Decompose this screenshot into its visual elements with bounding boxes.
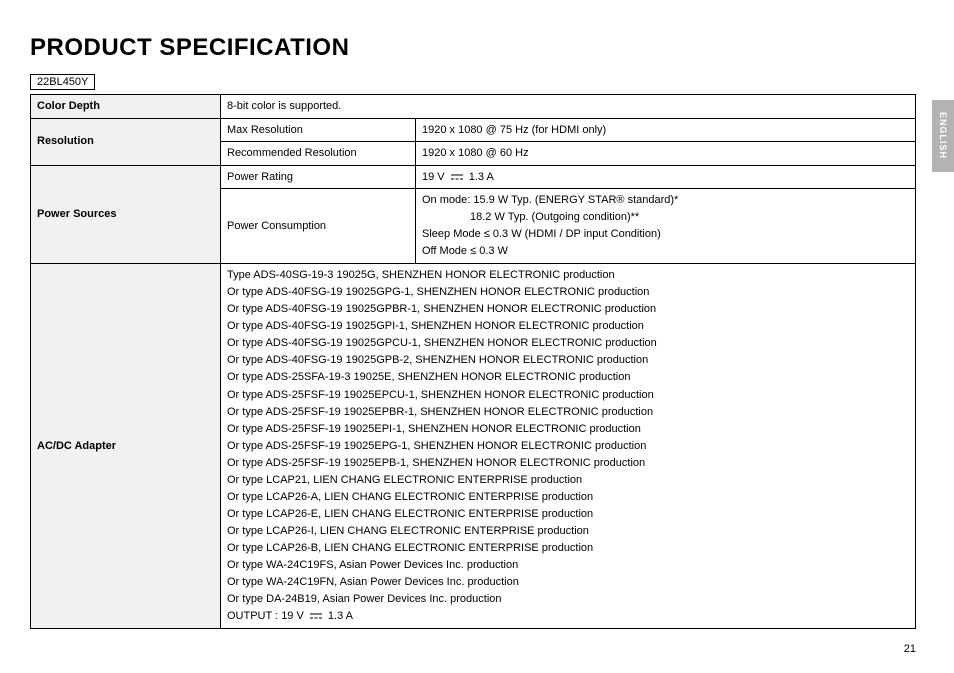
adapter-line: Or type DA-24B19, Asian Power Devices In… bbox=[227, 591, 909, 608]
row-label-adapter: AC/DC Adapter bbox=[31, 264, 221, 629]
power-rating-value: 19 V 1.3 A bbox=[416, 165, 916, 189]
adapter-line: Or type ADS-40FSG-19 19025GPI-1, SHENZHE… bbox=[227, 318, 909, 335]
adapter-output: OUTPUT : 19 V 1.3 A bbox=[227, 608, 909, 625]
adapter-line: Or type ADS-25FSF-19 19025EPB-1, SHENZHE… bbox=[227, 455, 909, 472]
rec-resolution-label: Recommended Resolution bbox=[221, 142, 416, 166]
adapter-line: Or type ADS-40FSG-19 19025GPCU-1, SHENZH… bbox=[227, 335, 909, 352]
adapter-line: Or type ADS-25SFA-19-3 19025E, SHENZHEN … bbox=[227, 369, 909, 386]
adapter-line: Or type WA-24C19FN, Asian Power Devices … bbox=[227, 574, 909, 591]
max-resolution-value: 1920 x 1080 @ 75 Hz (for HDMI only) bbox=[416, 118, 916, 142]
row-label-color-depth: Color Depth bbox=[31, 95, 221, 119]
adapter-line: Or type LCAP26-A, LIEN CHANG ELECTRONIC … bbox=[227, 489, 909, 506]
page-number: 21 bbox=[904, 643, 916, 655]
dc-icon bbox=[450, 173, 464, 181]
language-tab: ENGLISH bbox=[932, 100, 954, 172]
adapter-list: Type ADS-40SG-19-3 19025G, SHENZHEN HONO… bbox=[221, 264, 916, 629]
adapter-line: Or type ADS-25FSF-19 19025EPCU-1, SHENZH… bbox=[227, 387, 909, 404]
adapter-line: Or type LCAP21, LIEN CHANG ELECTRONIC EN… bbox=[227, 472, 909, 489]
adapter-line: Or type ADS-40FSG-19 19025GPB-2, SHENZHE… bbox=[227, 352, 909, 369]
adapter-line: Or type ADS-40FSG-19 19025GPBR-1, SHENZH… bbox=[227, 301, 909, 318]
max-resolution-label: Max Resolution bbox=[221, 118, 416, 142]
adapter-line: Type ADS-40SG-19-3 19025G, SHENZHEN HONO… bbox=[227, 267, 909, 284]
power-rating-label: Power Rating bbox=[221, 165, 416, 189]
power-consumption-value: On mode: 15.9 W Typ. (ENERGY STAR® stand… bbox=[416, 189, 916, 264]
adapter-line: Or type ADS-25FSF-19 19025EPBR-1, SHENZH… bbox=[227, 404, 909, 421]
power-consumption-label: Power Consumption bbox=[221, 189, 416, 264]
spec-table: Color Depth 8-bit color is supported. Re… bbox=[30, 94, 916, 629]
rec-resolution-value: 1920 x 1080 @ 60 Hz bbox=[416, 142, 916, 166]
adapter-line: Or type ADS-25FSF-19 19025EPG-1, SHENZHE… bbox=[227, 438, 909, 455]
adapter-line: Or type ADS-40FSG-19 19025GPG-1, SHENZHE… bbox=[227, 284, 909, 301]
adapter-line: Or type LCAP26-B, LIEN CHANG ELECTRONIC … bbox=[227, 540, 909, 557]
row-label-power-sources: Power Sources bbox=[31, 165, 221, 264]
adapter-line: Or type ADS-25FSF-19 19025EPI-1, SHENZHE… bbox=[227, 421, 909, 438]
row-label-resolution: Resolution bbox=[31, 118, 221, 165]
adapter-line: Or type WA-24C19FS, Asian Power Devices … bbox=[227, 557, 909, 574]
color-depth-value: 8-bit color is supported. bbox=[221, 95, 916, 119]
adapter-line: Or type LCAP26-E, LIEN CHANG ELECTRONIC … bbox=[227, 506, 909, 523]
page-title: PRODUCT SPECIFICATION bbox=[30, 34, 916, 62]
model-number: 22BL450Y bbox=[30, 74, 95, 90]
adapter-line: Or type LCAP26-I, LIEN CHANG ELECTRONIC … bbox=[227, 523, 909, 540]
